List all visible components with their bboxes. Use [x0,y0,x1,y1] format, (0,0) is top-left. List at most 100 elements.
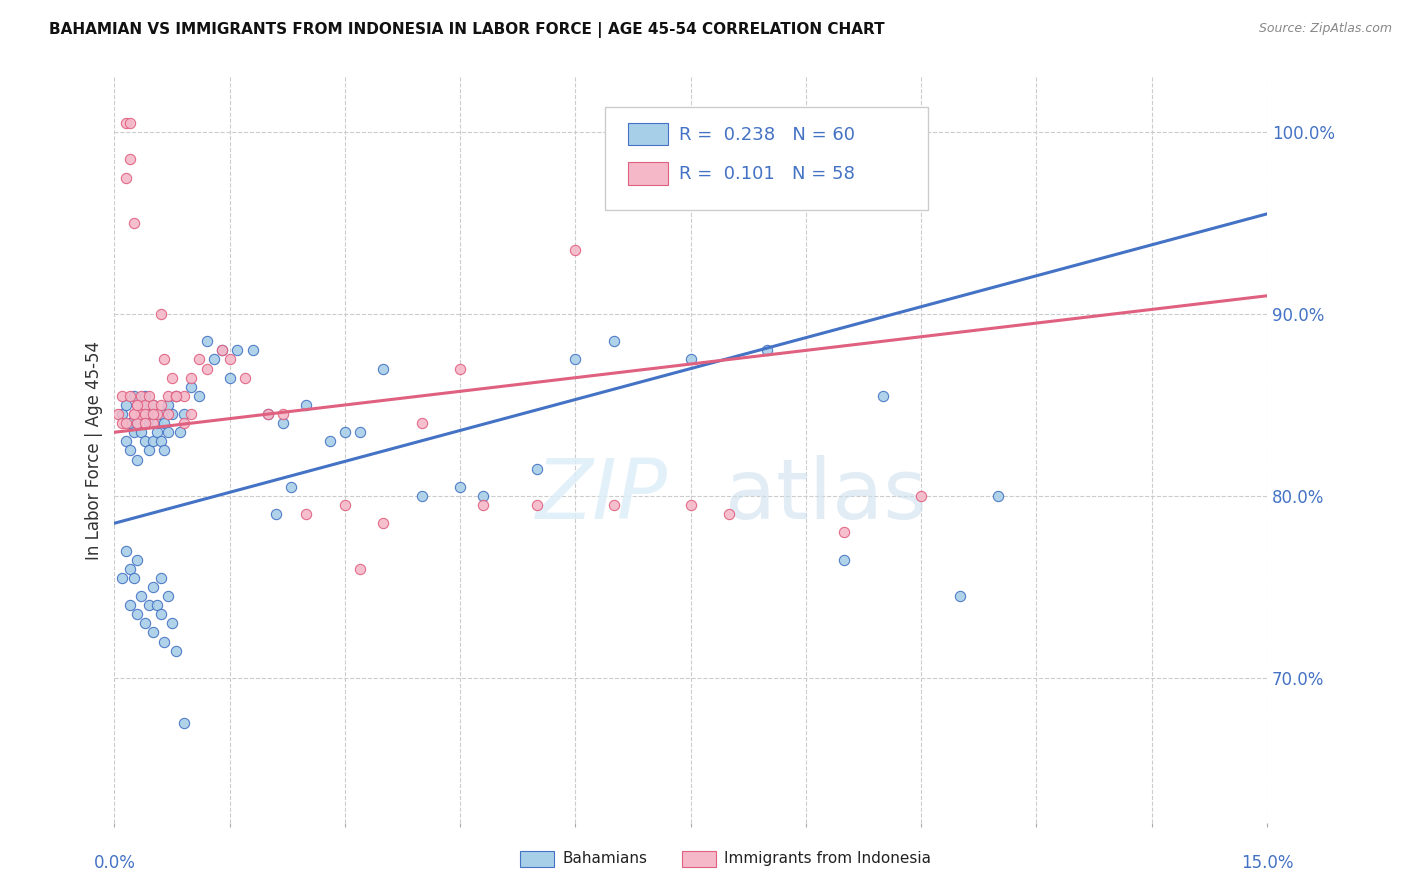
Point [118,389,141,403]
Point [142,398,165,412]
Point [122,389,145,403]
Point [564,244,586,258]
Point [173,416,195,430]
Point [211,343,233,358]
Point [134,407,156,421]
Point [157,389,180,403]
Point [411,489,433,503]
Point [118,598,141,612]
Point [165,389,187,403]
Point [138,598,160,612]
Point [187,389,209,403]
Point [233,370,256,384]
Point [195,361,218,376]
Text: Source: ZipAtlas.com: Source: ZipAtlas.com [1258,22,1392,36]
Point [157,425,180,440]
Point [134,416,156,430]
Point [202,352,225,367]
Point [138,389,160,403]
Point [718,507,741,521]
Point [472,498,495,512]
Point [411,416,433,430]
Point [138,443,160,458]
Point [129,389,152,403]
Point [149,434,172,449]
Point [264,507,287,521]
Point [173,389,195,403]
Point [145,598,167,612]
Point [679,352,702,367]
Point [145,416,167,430]
Point [115,416,138,430]
Text: BAHAMIAN VS IMMIGRANTS FROM INDONESIA IN LABOR FORCE | AGE 45-54 CORRELATION CHA: BAHAMIAN VS IMMIGRANTS FROM INDONESIA IN… [49,22,884,38]
Point [115,116,138,130]
Point [127,552,149,566]
Point [834,552,856,566]
Point [218,352,240,367]
Point [127,416,149,430]
Point [157,407,180,421]
Point [142,398,165,412]
Point [169,425,191,440]
Text: ZIP: ZIP [536,455,668,536]
Point [160,370,183,384]
Point [127,398,149,412]
Point [122,216,145,230]
Point [122,407,145,421]
Point [145,425,167,440]
Point [157,398,180,412]
Point [122,571,145,585]
Text: 15.0%: 15.0% [1240,854,1294,872]
Point [149,571,172,585]
Point [173,716,195,731]
Point [122,425,145,440]
Point [257,407,280,421]
Y-axis label: In Labor Force | Age 45-54: In Labor Force | Age 45-54 [86,341,103,560]
Point [318,434,340,449]
Point [180,380,202,394]
Point [115,543,138,558]
Point [142,416,165,430]
Point [122,407,145,421]
Point [134,434,156,449]
Point [111,571,134,585]
Point [142,625,165,640]
Point [115,170,138,185]
Point [273,407,295,421]
Text: R =  0.238   N = 60: R = 0.238 N = 60 [679,126,855,144]
Point [257,407,280,421]
Point [115,434,138,449]
Point [149,307,172,321]
Point [127,416,149,430]
Point [107,407,129,421]
Point [449,361,471,376]
Point [526,498,548,512]
Point [603,334,626,349]
Point [910,489,932,503]
Point [111,389,134,403]
Point [142,407,165,421]
Point [118,116,141,130]
Text: Immigrants from Indonesia: Immigrants from Indonesia [724,852,931,866]
Point [142,407,165,421]
Point [134,407,156,421]
Point [526,461,548,475]
Text: R =  0.101   N = 58: R = 0.101 N = 58 [679,165,855,183]
Point [157,589,180,603]
Point [872,389,894,403]
Point [280,480,302,494]
Point [142,434,165,449]
Point [948,589,970,603]
Point [834,525,856,540]
Point [295,507,318,521]
Point [153,443,176,458]
Point [127,398,149,412]
Point [118,416,141,430]
Point [165,389,187,403]
Text: Bahamians: Bahamians [562,852,647,866]
Point [111,407,134,421]
Point [134,616,156,631]
Point [153,352,176,367]
Point [153,416,176,430]
Point [134,398,156,412]
